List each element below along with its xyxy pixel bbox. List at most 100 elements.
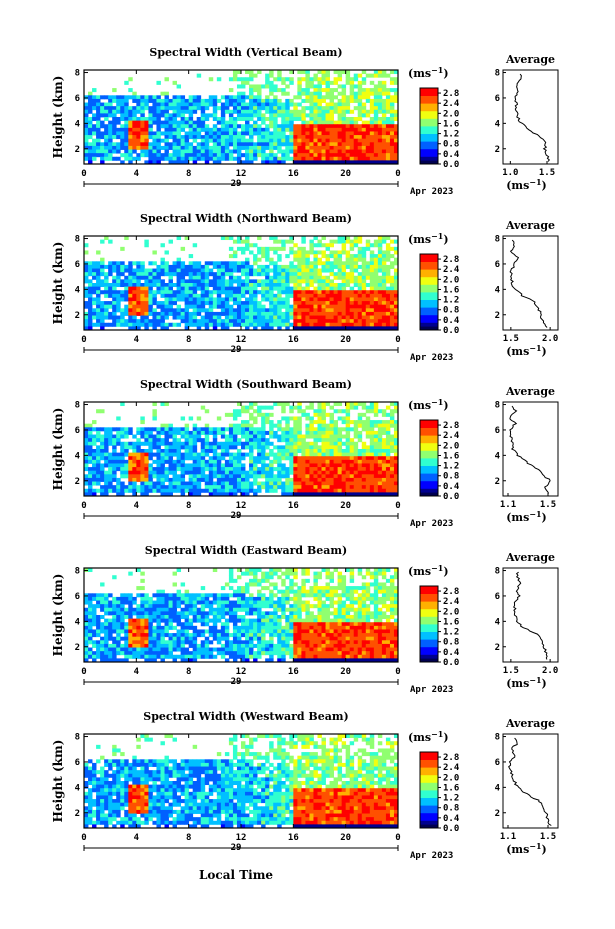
heatmap-cell (257, 449, 262, 454)
heatmap-cell (393, 272, 399, 277)
heatmap-cell (156, 275, 161, 280)
heatmap-cell (144, 117, 149, 122)
heatmap-cell (377, 311, 383, 316)
heatmap-cell (120, 441, 125, 446)
heatmap-cell (88, 477, 93, 482)
heatmap-cell (212, 488, 218, 493)
heatmap-cell (236, 301, 242, 306)
heatmap-cell (100, 257, 105, 262)
heatmap-cell (377, 142, 383, 147)
heatmap-cell (216, 492, 222, 497)
heatmap-cell (297, 481, 302, 486)
heatmap-cell (325, 290, 330, 295)
heatmap-cell (232, 463, 238, 468)
heatmap-cell (253, 474, 258, 479)
heatmap-cell (261, 449, 266, 454)
heatmap-cell (232, 427, 238, 432)
heatmap-cell (317, 477, 322, 482)
heatmap-cell (285, 441, 290, 446)
heatmap-cell (369, 261, 375, 266)
heatmap-cell (357, 481, 363, 486)
colorbar-segment (420, 288, 438, 291)
heatmap-cell (369, 409, 375, 414)
heatmap-cell (269, 423, 274, 428)
average-width-tick-label: 1.0 (502, 168, 518, 178)
heatmap-cell (188, 272, 194, 277)
heatmap-cell (349, 402, 355, 407)
heatmap-cell (329, 254, 334, 259)
heatmap-cell (249, 98, 254, 103)
heatmap-cell (136, 261, 141, 266)
heatmap-cell (277, 73, 282, 78)
heatmap-cell (212, 568, 218, 573)
heatmap-cell (144, 304, 149, 309)
heatmap-cell (381, 73, 387, 78)
heatmap-cell (329, 459, 334, 464)
heatmap-cell (257, 153, 262, 158)
heatmap-cell (265, 308, 270, 313)
heatmap-cell (224, 149, 230, 154)
heatmap-cell (188, 315, 194, 320)
heatmap-cell (204, 474, 210, 479)
heatmap-cell (228, 261, 234, 266)
heatmap-cell (116, 319, 121, 324)
heatmap-cell (273, 272, 278, 277)
heatmap-cell (124, 467, 129, 472)
heatmap-cell (249, 84, 254, 89)
heatmap-cell (257, 268, 262, 273)
heatmap-cell (253, 575, 258, 580)
heatmap-cell (393, 409, 399, 414)
colorbar-segment (420, 305, 438, 308)
heatmap-cell (273, 127, 278, 132)
heatmap-cell (253, 311, 258, 316)
heatmap-cell (361, 293, 367, 298)
heatmap-cell (317, 113, 322, 118)
heatmap-cell (261, 106, 266, 111)
heatmap-cell (176, 283, 182, 288)
heatmap-cell (128, 311, 133, 316)
heatmap-cell (309, 474, 314, 479)
heatmap-cell (241, 463, 246, 468)
heatmap-cell (289, 156, 294, 161)
heatmap-cell (277, 149, 282, 154)
heatmap-cell (393, 308, 399, 313)
heatmap-cell (124, 485, 129, 490)
heatmap-cell (128, 261, 133, 266)
heatmap-cell (128, 264, 133, 269)
heatmap-cell (305, 160, 310, 165)
heatmap-cell (393, 135, 399, 140)
heatmap-cell (285, 254, 290, 259)
colorbar-segment (420, 322, 438, 325)
heatmap-cell (216, 463, 222, 468)
heatmap-cell (281, 449, 286, 454)
heatmap-cell (196, 477, 202, 482)
heatmap-cell (196, 322, 202, 327)
heatmap-cell (321, 250, 326, 255)
heatmap-cell (100, 272, 105, 277)
heatmap-cell (208, 322, 214, 327)
heatmap-cell (317, 102, 322, 107)
heatmap-cell (249, 156, 254, 161)
heatmap-cell (88, 131, 93, 136)
colorbar: 0.00.40.81.21.62.02.42.8 (419, 419, 460, 502)
heatmap-cell (140, 319, 145, 324)
heatmap-cell (144, 131, 149, 136)
heatmap-cell (329, 445, 334, 450)
heatmap-cell (265, 293, 270, 298)
heatmap-cell (393, 124, 399, 129)
heatmap-cell (164, 77, 169, 82)
heatmap-cell (160, 145, 165, 150)
heatmap-cell (120, 427, 125, 432)
heatmap-cell (305, 70, 310, 75)
heatmap-cell (301, 409, 306, 414)
heatmap-cell (297, 315, 302, 320)
heatmap-cell (329, 239, 334, 244)
heatmap-cell (377, 449, 383, 454)
heatmap-cell (373, 578, 379, 583)
heatmap-cell (188, 264, 194, 269)
heatmap-cell (373, 452, 379, 457)
heatmap-cell (136, 279, 141, 284)
heatmap-cell (357, 73, 363, 78)
heatmap-cell (224, 427, 230, 432)
heatmap-cell (204, 441, 210, 446)
